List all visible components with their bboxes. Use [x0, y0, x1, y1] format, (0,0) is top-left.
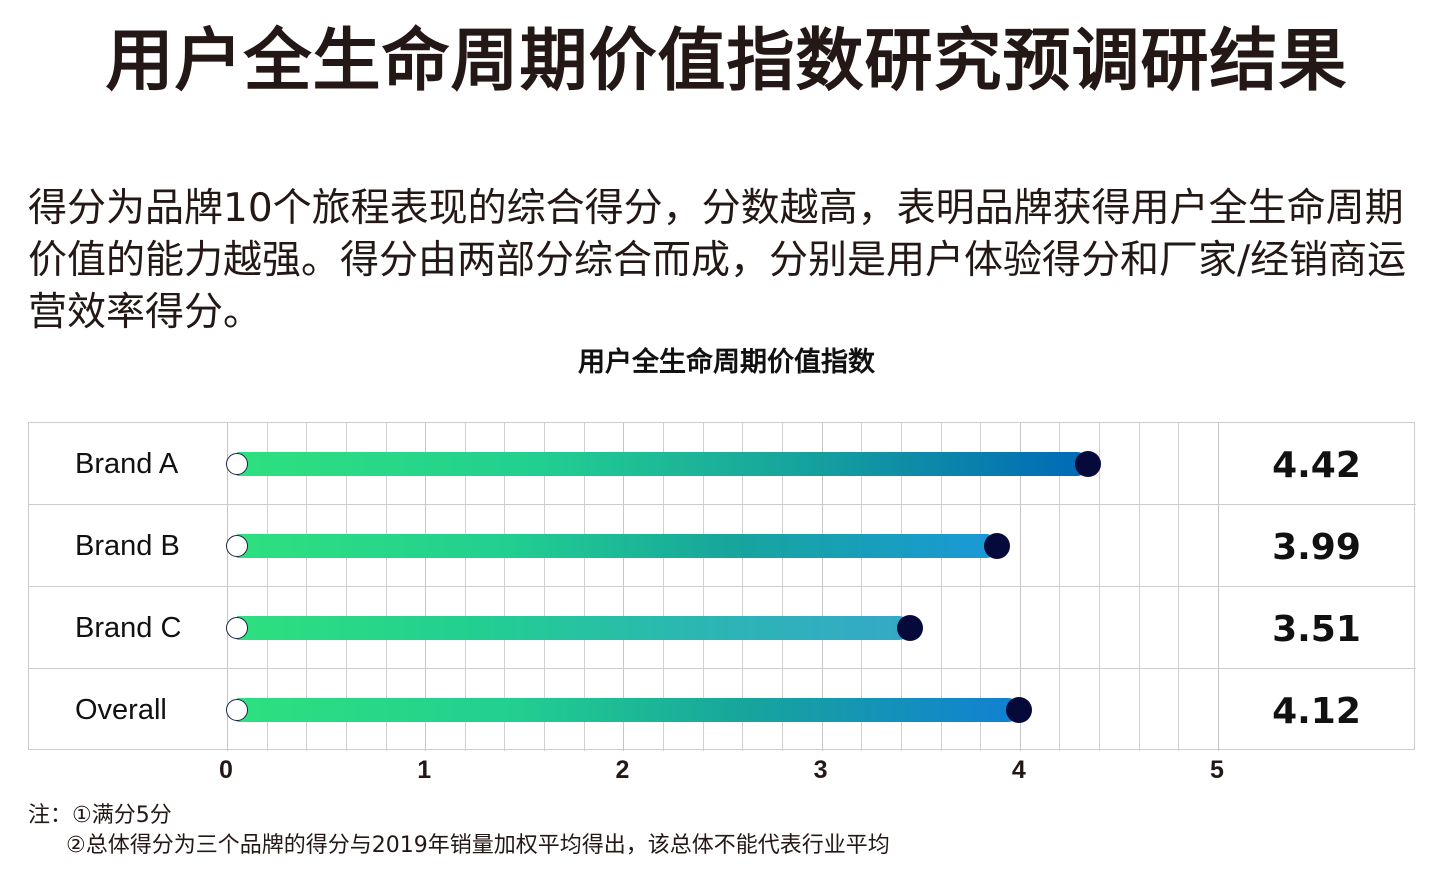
grid-line [583, 423, 585, 751]
grid-line [980, 423, 982, 751]
x-tick-label: 4 [1011, 756, 1026, 784]
description-text: 得分为品牌10个旅程表现的综合得分，分数越高，表明品牌获得用户全生命周期价值的能… [28, 186, 1407, 335]
chart-title: 用户全生命周期价值指数 [578, 347, 875, 378]
bar-end-marker [896, 615, 923, 641]
x-tick-label: 5 [1210, 756, 1224, 784]
grid-line [306, 423, 308, 751]
footnote-2: ②总体得分为三个品牌的得分与2019年销量加权平均得出，该总体不能代表行业平均 [66, 833, 890, 858]
chart-area: Brand A 4.42 Brand B 3.99 Brand C 3.51 Overall… [28, 422, 1416, 751]
grid-line [464, 423, 466, 751]
grid-line [544, 423, 546, 751]
grid-line [1218, 423, 1219, 751]
category-label: Overall [75, 694, 167, 726]
grid-line [781, 423, 783, 751]
x-tick-label: 3 [813, 756, 828, 784]
grid-line [266, 423, 268, 751]
bar-end-marker [1075, 451, 1102, 477]
bar-start-marker [226, 699, 248, 721]
x-tick-label: 0 [219, 756, 233, 784]
bar-start-marker [226, 617, 248, 639]
grid-line [940, 423, 942, 751]
footnote-1: 注：①满分5分 [28, 803, 172, 828]
grid-line [425, 423, 427, 751]
data-bar [237, 452, 1090, 476]
chart-row: Overall 4.12 [29, 669, 1416, 751]
value-label: 3.51 [1272, 609, 1361, 650]
grid-line [1178, 423, 1180, 751]
grid-line [1059, 423, 1061, 751]
grid-line [1138, 423, 1140, 751]
bar-end-marker [983, 533, 1010, 559]
chart-row: Brand B 3.99 [29, 505, 1416, 587]
grid-line [742, 423, 744, 751]
data-bar [237, 698, 1020, 722]
category-label: Brand C [75, 612, 182, 644]
x-tick-label: 2 [615, 756, 630, 784]
grid-line [623, 423, 625, 751]
grid-line [385, 423, 387, 751]
grid-line [504, 423, 506, 751]
grid-line [345, 423, 347, 751]
category-label: Brand A [75, 448, 179, 480]
grid-line [663, 423, 665, 751]
data-bar [237, 616, 911, 640]
chart-row: Brand C 3.51 [29, 587, 1416, 669]
data-bar [237, 534, 998, 558]
value-label: 3.99 [1272, 527, 1361, 568]
chart-row: Brand A 4.42 [29, 423, 1416, 505]
bar-start-marker [226, 453, 248, 475]
bar-start-marker [226, 535, 248, 557]
category-label: Brand B [75, 530, 180, 562]
grid-line [1019, 423, 1021, 751]
grid-line [1099, 423, 1101, 751]
grid-line [900, 423, 902, 751]
grid-line [861, 423, 863, 751]
page-title: 用户全生命周期价值指数研究预调研结果 [105, 22, 1348, 101]
grid-line [227, 423, 228, 751]
value-label: 4.42 [1272, 445, 1361, 486]
grid-line [821, 423, 823, 751]
grid-line [702, 423, 704, 751]
x-tick-label: 1 [417, 756, 432, 784]
bar-end-marker [1005, 697, 1032, 723]
value-label: 4.12 [1272, 691, 1361, 732]
